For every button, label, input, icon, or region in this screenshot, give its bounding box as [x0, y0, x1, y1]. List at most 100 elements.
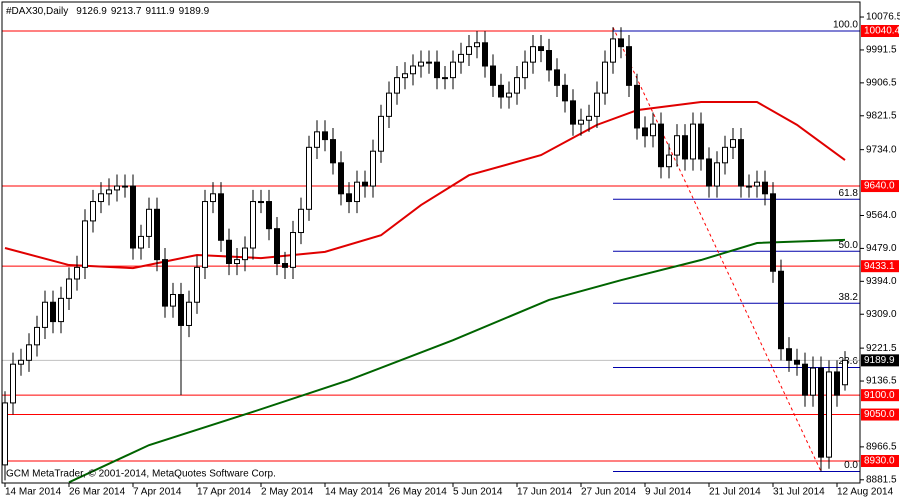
candle-body [90, 201, 96, 222]
candle-body [338, 162, 344, 195]
candle-body [394, 77, 400, 94]
candle-body [106, 189, 112, 195]
candle-body [546, 50, 552, 71]
candle-body [650, 123, 656, 137]
candle-body [698, 123, 704, 160]
x-tick-label: 17 Apr 2014 [197, 487, 251, 498]
candle-body [186, 301, 192, 326]
candle-body [218, 193, 224, 241]
candle-body [770, 193, 776, 272]
candle-body [402, 73, 408, 79]
candle-body [34, 326, 40, 346]
candle-body [178, 293, 184, 326]
candle-body [602, 61, 608, 94]
fib-label: 61.8 [839, 188, 859, 199]
candle-body [778, 270, 784, 350]
candle-body [170, 293, 176, 307]
candle-body [362, 181, 368, 187]
candle-body [114, 185, 120, 191]
candle-body [146, 208, 152, 237]
candle-body [794, 359, 800, 365]
candle-body [442, 77, 448, 80]
candle-body [458, 53, 464, 63]
candle-body [138, 235, 144, 249]
candle-body [154, 208, 160, 261]
candle-body [354, 181, 360, 203]
y-tick-label: 10076.5 [866, 12, 900, 23]
level-label: 9100.0 [864, 390, 895, 401]
x-tick-label: 14 Mar 2014 [5, 487, 62, 498]
candle-body [762, 181, 768, 195]
candle-body [754, 181, 760, 187]
candle-body [618, 38, 624, 48]
candle-body [10, 363, 16, 404]
level-box [861, 180, 899, 193]
candle-body [594, 92, 600, 117]
candle-body [506, 92, 512, 98]
plot-frame [1, 1, 861, 484]
candle-body [626, 46, 632, 86]
price-box [861, 354, 899, 367]
candle-body [826, 371, 832, 458]
y-tick-label: 9991.5 [866, 45, 897, 56]
candle-body [730, 139, 736, 148]
candle-body [746, 185, 752, 188]
candle-body [26, 344, 32, 361]
candle-body [722, 146, 728, 164]
x-tick-label: 7 Apr 2014 [133, 487, 182, 498]
level-label: 8930.0 [864, 456, 895, 467]
footer: GCM MetaTrader, © 2001-2014, MetaQuotes … [6, 469, 276, 480]
level-box [861, 408, 899, 421]
candle-body [474, 42, 480, 48]
candle-body [346, 193, 352, 203]
level-label: 9050.0 [864, 409, 895, 420]
candle-body [266, 201, 272, 230]
candle-body [378, 115, 384, 152]
candle-body [322, 131, 328, 141]
candle-body [706, 158, 712, 187]
candle-body [418, 61, 424, 67]
candle-body [690, 123, 696, 160]
candle-body [466, 46, 472, 55]
candle-body [658, 123, 664, 168]
candle-body [314, 131, 320, 148]
candle-body [786, 348, 792, 361]
x-tick-label: 26 Mar 2014 [69, 487, 126, 498]
candle-body [538, 46, 544, 52]
candle-body [818, 367, 824, 458]
fib-label: 100.0 [833, 20, 858, 31]
candle-body [578, 119, 584, 125]
last-open: 9126.9 [76, 6, 107, 17]
candle-body [98, 193, 104, 203]
candle-body [42, 301, 48, 328]
x-tick-label: 27 Jun 2014 [581, 487, 636, 498]
candle-body [306, 146, 312, 210]
candle-body [410, 65, 416, 75]
candle-body [674, 135, 680, 156]
y-tick-label: 9906.5 [866, 77, 897, 88]
candle-body [258, 201, 264, 204]
level-label: 9640.0 [864, 181, 895, 192]
y-tick-label: 9734.0 [866, 144, 897, 155]
x-tick-label: 14 May 2014 [325, 487, 383, 498]
fib-label: 38.2 [839, 292, 859, 303]
candle-body [530, 46, 536, 63]
candle-body [498, 84, 504, 98]
level-box [861, 260, 899, 273]
candle-body [370, 150, 376, 187]
candle-body [234, 259, 240, 265]
chart-header: #DAX30,Daily 9126.9 9213.7 9111.9 9189.9 [6, 6, 210, 17]
y-tick-label: 8881.5 [866, 474, 897, 485]
moving-average [68, 238, 846, 483]
candle-body [250, 201, 256, 249]
candle-body [554, 69, 560, 86]
trendline [612, 27, 822, 472]
last-high: 9213.7 [111, 6, 142, 17]
x-tick-label: 31 Jul 2014 [773, 487, 825, 498]
y-tick-label: 9309.0 [866, 309, 897, 320]
candle-body [514, 77, 520, 94]
candle-body [162, 259, 168, 307]
candle-body [834, 371, 840, 396]
